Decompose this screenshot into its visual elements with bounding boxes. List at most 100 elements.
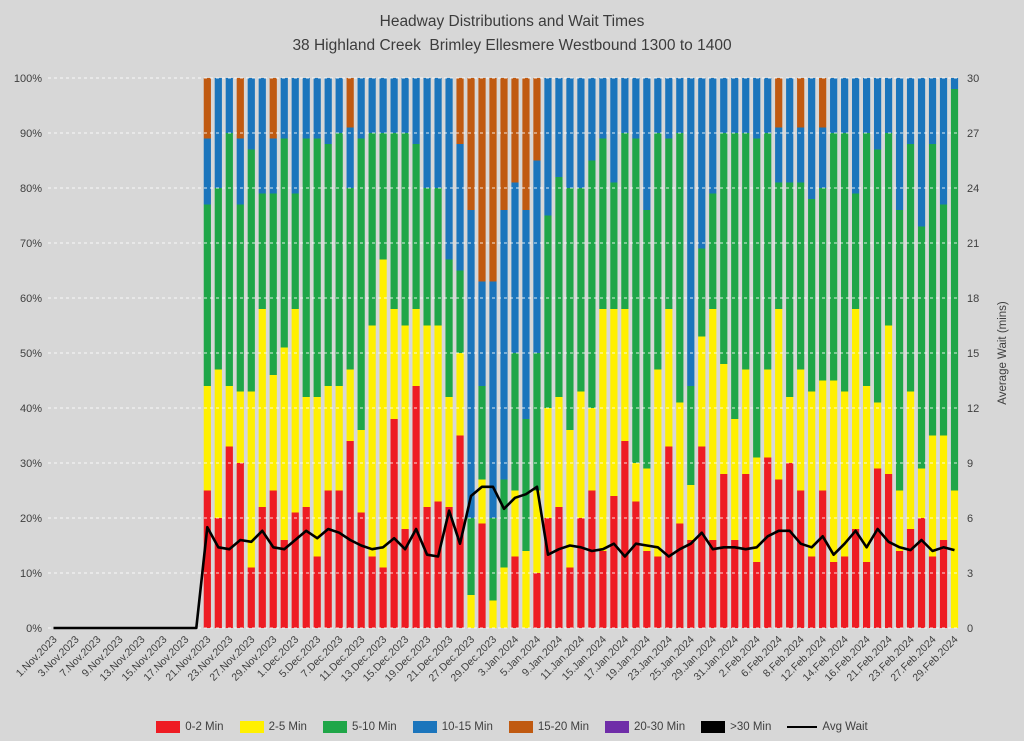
bar-segment [731, 78, 739, 133]
bar-segment [720, 133, 728, 364]
bar-segment [236, 463, 244, 628]
bar-segment [434, 501, 442, 628]
bar-segment [390, 133, 398, 309]
bar-segment [577, 518, 585, 628]
bar-segment [555, 78, 563, 177]
bar-segment [654, 556, 662, 628]
legend-color-swatch [508, 721, 533, 733]
bar-segment [401, 78, 409, 133]
bar-segment [214, 369, 222, 518]
bar-segment [302, 397, 310, 507]
bar-segment [621, 441, 629, 628]
bar-segment [621, 133, 629, 309]
bar-segment [852, 529, 860, 628]
bar-segment [302, 138, 310, 397]
headway-distribution-chart: 0% 10% 20% 30% 40% 50% 60% 70% 80% 90% 100% 0 3 6 9 12 1… [14, 73, 1009, 684]
bar-segment [313, 138, 321, 397]
bar-segment [247, 391, 255, 568]
bar-segment [720, 364, 728, 474]
bar-segment [906, 144, 915, 392]
bar-segment [434, 325, 442, 502]
bar-segment [928, 144, 937, 436]
y-right-tick-label: 21 [967, 238, 979, 250]
bar-segment [731, 133, 739, 419]
bar-segment [819, 188, 827, 381]
bar-segment [610, 309, 618, 496]
legend-color-swatch [322, 721, 347, 733]
bar-segment [599, 138, 607, 309]
bar-segment [588, 408, 596, 491]
bar-segment [610, 78, 618, 183]
bar-segment [841, 78, 849, 133]
bar-segment [654, 133, 662, 370]
bar-segment [225, 133, 233, 386]
bar-segment [335, 78, 343, 133]
bar-segment [665, 309, 673, 447]
bar-segment [401, 133, 409, 326]
bar-segment [709, 309, 717, 540]
bar-segment [346, 188, 354, 370]
bar-segment [489, 600, 497, 628]
bar-segment [654, 78, 662, 133]
bar-segment [808, 78, 816, 199]
bar-segment [917, 468, 926, 518]
bar-segment [456, 144, 464, 271]
bar-segment [873, 402, 882, 469]
y-right-tick-label: 30 [967, 73, 979, 85]
bar-segment [478, 281, 486, 386]
bar-segment [665, 78, 673, 139]
bar-segment [698, 248, 706, 337]
bar-segment [698, 78, 706, 249]
bar-segment [467, 210, 475, 518]
y-right-tick-label: 24 [967, 183, 979, 195]
bar-segment [797, 78, 805, 128]
legend-color-swatch [156, 721, 181, 733]
bar-segment [544, 215, 552, 408]
bar-segment [379, 567, 387, 628]
bar-segment [412, 78, 420, 144]
bar-segment [698, 446, 706, 628]
bar-segment [753, 562, 761, 628]
bar-segment [731, 419, 739, 540]
bar-segment [566, 567, 574, 628]
bar-segment [588, 160, 596, 408]
legend-label: 2-5 Min [268, 721, 307, 733]
bar-segment [566, 430, 574, 568]
bar-segment [819, 380, 827, 491]
bar-segment [335, 386, 343, 491]
bar-segment [928, 435, 937, 557]
bar-segment [522, 551, 530, 628]
bar-segment [863, 562, 871, 628]
bar-segment [258, 193, 266, 309]
bar-segment [225, 386, 233, 447]
bar-segment [522, 78, 530, 210]
bar-segment [236, 78, 244, 139]
bar-segment [665, 446, 673, 628]
bar-segment [478, 78, 486, 282]
bar-segment [895, 78, 904, 210]
bar-segment [346, 78, 354, 128]
bar-segment [280, 540, 288, 628]
y-left-tick-label: 70% [20, 238, 42, 250]
bar-segment [258, 507, 266, 628]
bar-segment [258, 78, 266, 194]
bar-segment [401, 325, 409, 529]
bar-segment [247, 78, 255, 150]
bar-segment [742, 369, 750, 474]
bar-segment [489, 518, 497, 601]
y-left-tick-label: 20% [20, 513, 42, 525]
bar-segment [335, 490, 343, 628]
bar-segment [764, 133, 772, 370]
bar-segment [346, 441, 354, 628]
y-right-tick-label: 12 [967, 403, 979, 415]
bar-segment [632, 463, 640, 502]
bar-segment [423, 188, 431, 326]
bar-segment [928, 556, 937, 628]
bar-segment [797, 182, 805, 370]
bar-segment [884, 78, 893, 133]
bar-segment [884, 133, 893, 326]
bar-segment [379, 259, 387, 568]
bar-segment [884, 325, 893, 474]
bar-segment [610, 496, 618, 628]
bar-segment [357, 512, 365, 628]
